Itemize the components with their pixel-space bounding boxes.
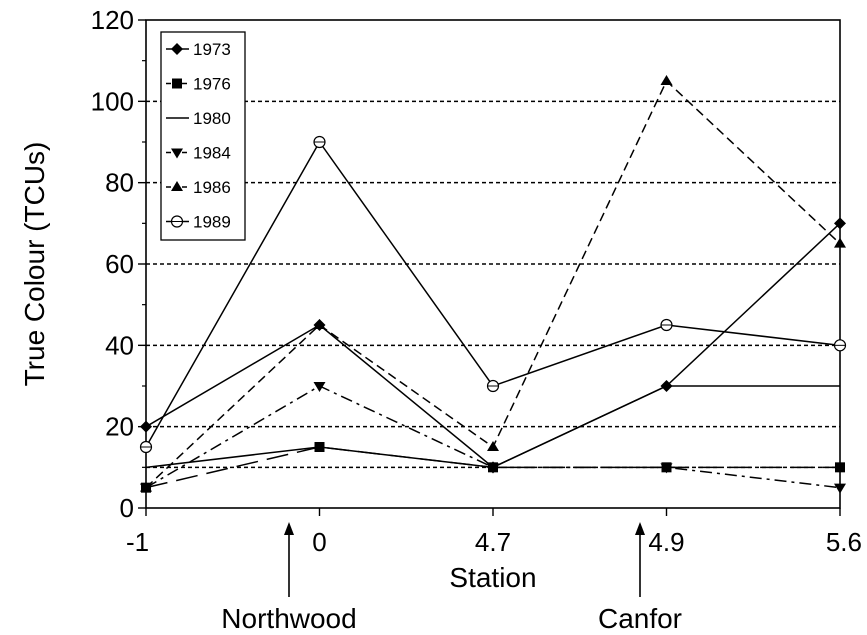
y-axis-title: True Colour (TCUs)	[19, 142, 50, 387]
annotation-label: Canfor	[598, 603, 682, 634]
data-point-1989	[833, 339, 847, 352]
y-tick-label: 80	[105, 168, 134, 198]
legend-marker-1989	[170, 215, 184, 228]
data-point-1976	[835, 462, 845, 473]
data-point-1986	[660, 75, 673, 85]
y-tick-label: 20	[105, 412, 134, 442]
data-point-1989	[139, 440, 153, 454]
x-tick-label: 4.9	[648, 527, 684, 557]
legend-marker-1973	[171, 43, 183, 55]
legend-label-1973: 1973	[193, 40, 231, 59]
data-point-1984	[660, 463, 673, 474]
x-axis-title: Station	[449, 562, 536, 593]
legend-label-1984: 1984	[193, 144, 231, 163]
x-tick-label: 4.7	[475, 527, 511, 557]
data-point-1984	[313, 382, 326, 392]
y-tick-label: 0	[120, 493, 134, 523]
legend-label-1986: 1986	[193, 178, 231, 197]
data-point-1984	[834, 483, 846, 494]
y-tick-label: 120	[91, 5, 134, 35]
legend-label-1989: 1989	[193, 213, 231, 232]
data-point-1986	[834, 237, 846, 248]
y-tick-label: 60	[105, 249, 134, 279]
annotation-arrowhead	[284, 522, 294, 535]
x-tick-label: 0	[312, 527, 326, 557]
y-tick-label: 40	[105, 330, 134, 360]
data-point-1989	[486, 379, 500, 393]
data-point-1986	[487, 441, 499, 451]
data-point-1989	[660, 318, 673, 332]
y-tick-label: 100	[91, 86, 134, 116]
legend-marker-1984	[171, 148, 183, 159]
annotation-label: Northwood	[221, 603, 356, 634]
data-point-1986	[313, 319, 326, 329]
data-point-1984	[487, 463, 499, 474]
legend-marker-1976	[172, 78, 182, 89]
data-point-1973	[140, 420, 152, 433]
annotation-arrowhead	[635, 522, 645, 535]
x-tick-label: -1	[126, 527, 149, 557]
x-tick-label: 5.6	[826, 527, 862, 557]
data-point-1973	[834, 217, 846, 230]
data-point-1989	[313, 135, 326, 149]
legend-box	[160, 31, 246, 241]
series-line-1989	[145, 140, 841, 448]
legend-label-1980: 1980	[193, 109, 231, 128]
legend-marker-1986	[171, 181, 183, 191]
data-point-1986	[140, 481, 152, 492]
legend-label-1976: 1976	[193, 75, 231, 94]
